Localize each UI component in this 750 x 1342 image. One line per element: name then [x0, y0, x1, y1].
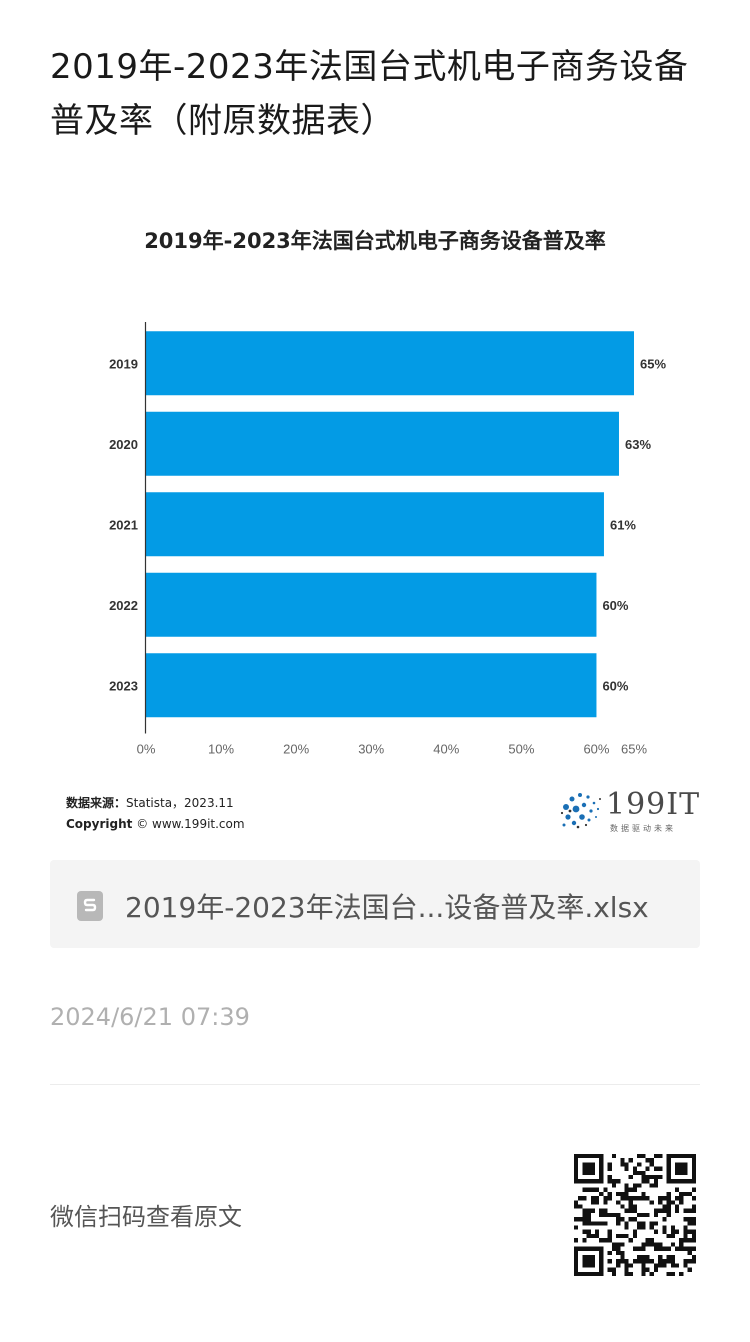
- data-label-2020: 63%: [625, 437, 651, 452]
- qr-modules: [574, 1154, 696, 1276]
- attachment-file[interactable]: 2019年-2023年法国台...设备普及率.xlsx: [50, 860, 700, 948]
- brand-logo: 199IT 数据驱动未来: [558, 785, 701, 835]
- bar-2021: [146, 492, 604, 557]
- y-tick-label-2023: 2023: [109, 678, 138, 693]
- copyright-value: © www.199it.com: [136, 817, 245, 831]
- data-label-2022: 60%: [602, 598, 628, 613]
- y-tick-label-2019: 2019: [109, 356, 138, 371]
- y-tick-label-2021: 2021: [109, 517, 138, 532]
- qr-code-icon[interactable]: [574, 1154, 696, 1276]
- source-label: 数据来源：: [66, 796, 127, 810]
- x-tick-label: 60%: [583, 742, 609, 757]
- x-tick-label: 20%: [283, 742, 309, 757]
- x-tick-label: 30%: [358, 742, 384, 757]
- brand-name: 199IT: [606, 787, 701, 822]
- y-tick-label-2020: 2020: [109, 437, 138, 452]
- qr-hint-text: 微信扫码查看原文: [50, 1203, 242, 1231]
- divider: [50, 1084, 700, 1085]
- copyright-label: Copyright: [66, 817, 133, 831]
- x-tick-label: 0%: [137, 742, 156, 757]
- x-tick-label: 10%: [208, 742, 234, 757]
- article-title: 2019年-2023年法国台式机电子商务设备普及率（附原数据表）: [50, 47, 689, 141]
- chart-image: 2019年-2023年法国台式机电子商务设备普及率 2019 65% 2020 63%…: [50, 205, 700, 845]
- bar-2019: [146, 331, 634, 396]
- spreadsheet-file-icon: [77, 891, 103, 921]
- x-tick-label: 50%: [508, 742, 534, 757]
- chart-title: 2019年-2023年法国台式机电子商务设备普及率: [144, 229, 606, 253]
- x-tick-label: 40%: [433, 742, 459, 757]
- bar-chart: 2019 65% 2020 63% 2021 61% 2022 60% 2023 60% 0% 10%…: [109, 322, 666, 757]
- data-label-2023: 60%: [602, 678, 628, 693]
- y-tick-label-2022: 2022: [109, 598, 138, 613]
- attachment-filename: 2019年-2023年法国台...设备普及率.xlsx: [125, 891, 649, 924]
- data-label-2021: 61%: [610, 517, 636, 532]
- x-tick-label: 65%: [621, 742, 647, 757]
- bar-2023: [146, 653, 597, 718]
- publish-timestamp: 2024/6/21 07:39: [50, 1003, 250, 1031]
- bar-2020: [146, 411, 619, 476]
- bar-2022: [146, 572, 597, 637]
- source-value: Statista，2023.11: [126, 796, 234, 810]
- brand-dots-icon: [560, 793, 601, 829]
- brand-slogan: 数据驱动未来: [610, 824, 676, 833]
- chart-source: 数据来源：Statista，2023.11 Copyright © www.19…: [66, 793, 245, 835]
- data-label-2019: 65%: [640, 356, 666, 371]
